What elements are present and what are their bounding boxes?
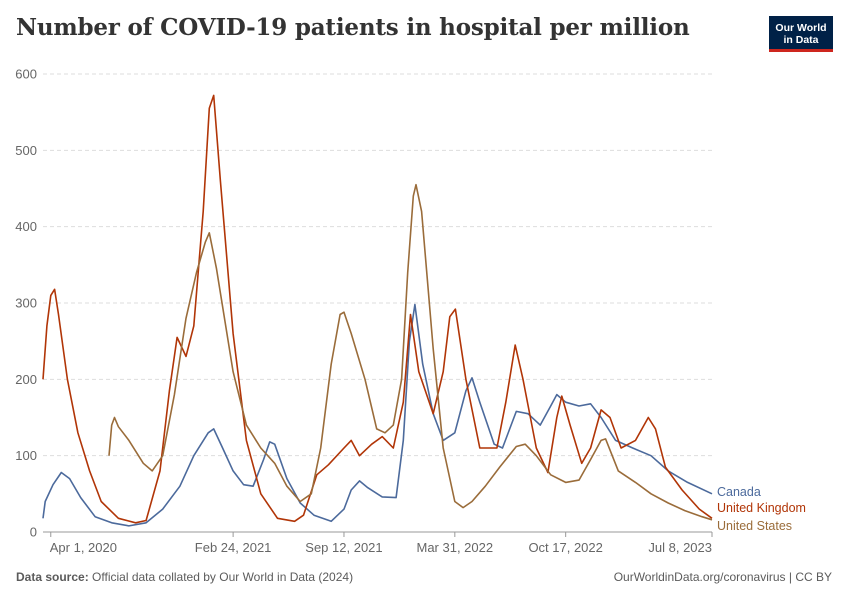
logo-line-1: Our World [775, 22, 827, 34]
x-tick-label: Oct 17, 2022 [528, 540, 602, 555]
y-tick-label: 200 [15, 372, 37, 387]
x-tick-label: Mar 31, 2022 [417, 540, 494, 555]
y-tick-label: 0 [30, 525, 37, 540]
y-tick-label: 100 [15, 448, 37, 463]
axes: 0 100 200 300 400 500 600 Apr 1, 2020 Feb 24, 20… [15, 67, 713, 555]
source-url-link[interactable]: OurWorldinData.org/coronavirus | CC BY [613, 570, 832, 584]
gridlines [43, 73, 712, 457]
data-source: Data source: Official data collated by O… [16, 570, 353, 584]
x-tick-label: Feb 24, 2021 [195, 540, 272, 555]
x-tick-label: Jul 8, 2023 [648, 540, 712, 555]
logo-line-2: in Data [783, 34, 819, 46]
series-labels: Canada United Kingdom United States [717, 485, 806, 533]
y-tick-label: 500 [15, 143, 37, 158]
data-source-text: Official data collated by Our World in D… [92, 570, 354, 584]
x-tick-label: Sep 12, 2021 [305, 540, 382, 555]
y-tick-label: 400 [15, 219, 37, 234]
series-line-united-states[interactable] [108, 183, 713, 521]
series-lines [42, 94, 713, 527]
series-label-united-kingdom: United Kingdom [717, 501, 806, 515]
page-title: Number of COVID-19 patients in hospital … [16, 14, 690, 41]
series-label-united-states: United States [717, 519, 792, 533]
y-tick-label: 300 [15, 296, 37, 311]
x-tick-label: Apr 1, 2020 [50, 540, 117, 555]
series-line-united-kingdom[interactable] [42, 94, 713, 524]
owid-logo[interactable]: Our World in Data [769, 16, 833, 52]
series-label-canada: Canada [717, 485, 761, 499]
data-source-label: Data source: [16, 570, 89, 584]
y-tick-label: 600 [15, 67, 37, 82]
series-line-canada[interactable] [42, 303, 713, 527]
